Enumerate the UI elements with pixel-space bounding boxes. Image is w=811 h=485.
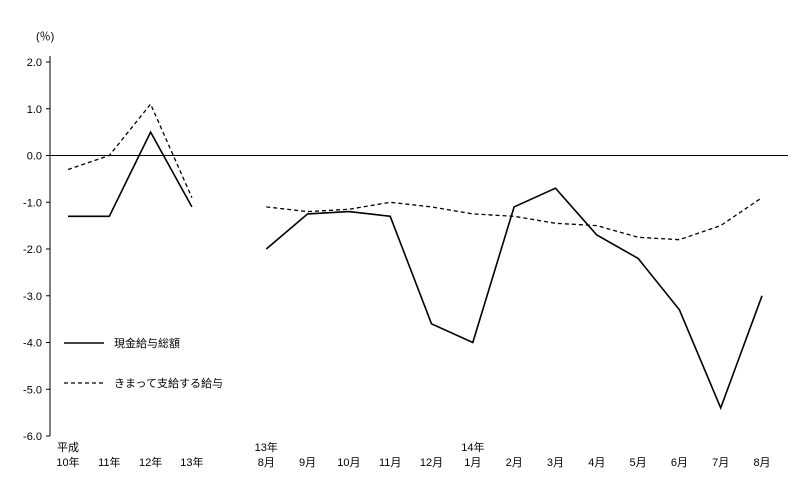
y-tick-label: -3.0 <box>23 291 42 303</box>
x-tick-label: 5月 <box>630 457 647 469</box>
x-tick-label: 6月 <box>671 457 688 469</box>
era-label: 13年 <box>255 440 278 454</box>
x-tick-label: 8月 <box>258 457 275 469</box>
legend-label-total-cash-earnings: 現金給与総額 <box>114 338 180 350</box>
y-tick-label: 0.0 <box>27 151 42 163</box>
legend-item-contractual-earnings: きまって支給する給与 <box>62 376 223 390</box>
x-tick-label: 1月 <box>464 457 481 469</box>
x-tick-label: 12年 <box>139 455 162 469</box>
y-tick-label: -4.0 <box>23 338 42 350</box>
dashed-line-sample <box>64 382 104 384</box>
series-line-contractual-seg0 <box>67 102 193 198</box>
x-tick-label: 11年 <box>98 455 120 469</box>
x-tick-label: 4月 <box>588 457 605 469</box>
x-tick-label: 13年 <box>180 455 203 469</box>
era-label: 平成 <box>57 441 79 454</box>
x-tick-label: 8月 <box>753 457 770 469</box>
x-tick-label: 9月 <box>299 457 316 469</box>
y-tick-label: -2.0 <box>23 244 42 256</box>
x-tick-label: 10年 <box>56 455 79 469</box>
x-tick-label: 11月 <box>379 457 401 469</box>
y-tick-label: -1.0 <box>23 197 42 209</box>
y-tick-label: 1.0 <box>27 104 42 116</box>
y-tick-label: -5.0 <box>23 384 42 396</box>
x-tick-label: 12月 <box>420 457 443 469</box>
legend-label-contractual-earnings: きまって支給する給与 <box>114 378 224 390</box>
x-tick-label: 7月 <box>712 457 729 469</box>
series-line-contractual-seg1 <box>266 197 763 241</box>
chart-legend: 現金給与総額 きまって支給する給与 <box>62 336 223 416</box>
x-tick-label: 2月 <box>506 457 523 469</box>
era-label: 14年 <box>461 440 484 454</box>
x-tick-label: 10月 <box>337 457 360 469</box>
unit-label: (％) <box>36 31 54 43</box>
solid-line-sample <box>64 342 104 344</box>
y-tick-label: 2.0 <box>27 57 42 69</box>
series-line-total-cash-seg1 <box>265 187 763 411</box>
series-line-total-cash-seg0 <box>68 130 193 218</box>
legend-item-total-cash-earnings: 現金給与総額 <box>62 336 223 350</box>
y-tick-label: -6.0 <box>23 431 42 443</box>
x-tick-label: 3月 <box>547 457 564 469</box>
